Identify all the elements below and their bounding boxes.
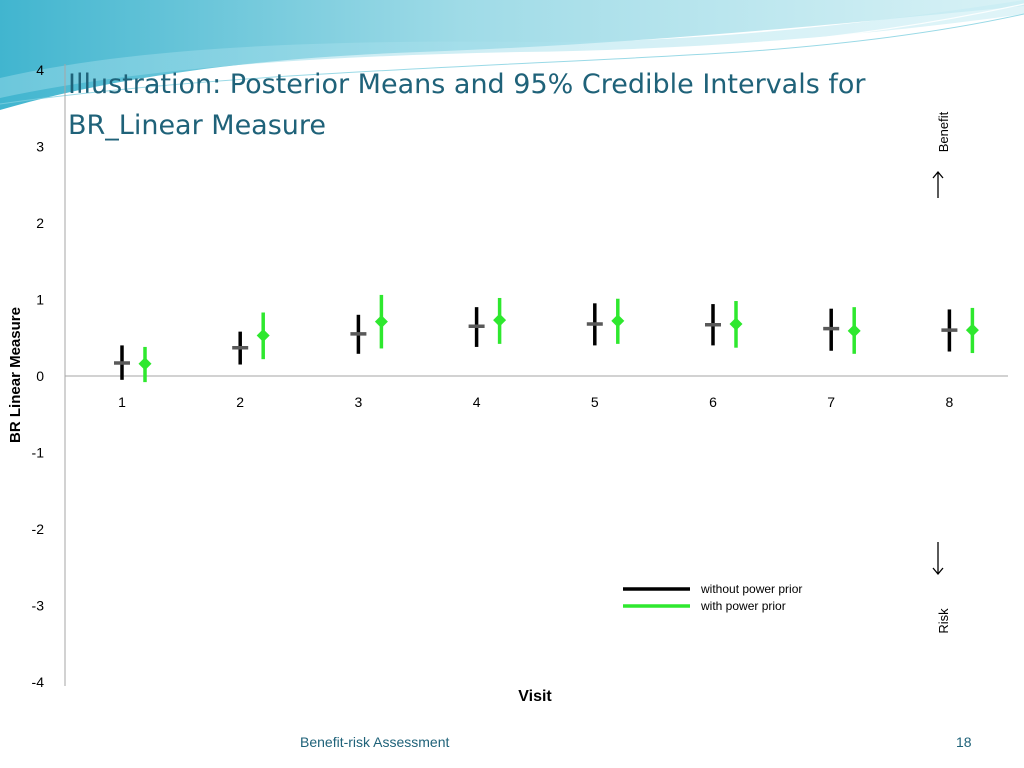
x-tick-label: 8 xyxy=(946,394,954,410)
risk-indicator: Risk xyxy=(932,542,951,634)
page-number: 18 xyxy=(956,734,972,750)
x-tick-labels: 1 2 3 4 5 6 7 8 xyxy=(118,394,953,410)
y-axis-label: BR Linear Measure xyxy=(7,307,24,443)
mean-marker xyxy=(611,314,625,328)
y-tick-label: 4 xyxy=(36,62,44,78)
x-tick-label: 5 xyxy=(591,394,599,410)
y-tick-labels: 4 3 2 1 0 -1 -2 -3 -4 xyxy=(32,62,45,690)
x-tick-label: 4 xyxy=(473,394,481,410)
x-tick-label: 7 xyxy=(827,394,835,410)
legend-label: with power prior xyxy=(700,599,786,613)
mean-marker xyxy=(138,357,152,371)
mean-marker xyxy=(493,313,507,327)
x-axis-label: Visit xyxy=(518,688,552,705)
y-tick-label: 1 xyxy=(36,292,44,308)
benefit-indicator: Benefit xyxy=(932,111,951,198)
y-tick-label: 0 xyxy=(36,368,44,384)
y-tick-label: -3 xyxy=(32,598,45,614)
arrow-down-icon xyxy=(932,542,944,576)
mean-marker xyxy=(374,315,388,329)
legend-label: without power prior xyxy=(700,582,802,596)
y-tick-label: -4 xyxy=(32,674,45,690)
mean-marker xyxy=(965,323,979,337)
x-tick-label: 6 xyxy=(709,394,717,410)
mean-marker xyxy=(847,324,861,338)
x-tick-label: 1 xyxy=(118,394,126,410)
risk-label: Risk xyxy=(936,608,951,634)
header-wave-decoration xyxy=(0,0,1024,110)
footer-text: Benefit-risk Assessment xyxy=(300,734,450,750)
benefit-label: Benefit xyxy=(936,111,951,152)
x-tick-label: 3 xyxy=(355,394,363,410)
arrow-up-icon xyxy=(932,170,944,198)
y-tick-label: -1 xyxy=(32,445,45,461)
mean-marker xyxy=(729,317,743,331)
legend: without power prior with power prior xyxy=(623,582,802,613)
x-tick-label: 2 xyxy=(236,394,244,410)
axes xyxy=(64,64,1008,686)
series-2 xyxy=(138,294,979,383)
y-tick-label: 3 xyxy=(36,139,44,155)
y-tick-label: -2 xyxy=(32,521,45,537)
series-1 xyxy=(114,303,958,380)
data-marks xyxy=(114,294,979,383)
y-tick-label: 2 xyxy=(36,215,44,231)
slide-title: Illustration: Posterior Means and 95% Cr… xyxy=(68,69,866,141)
mean-marker xyxy=(256,328,270,342)
